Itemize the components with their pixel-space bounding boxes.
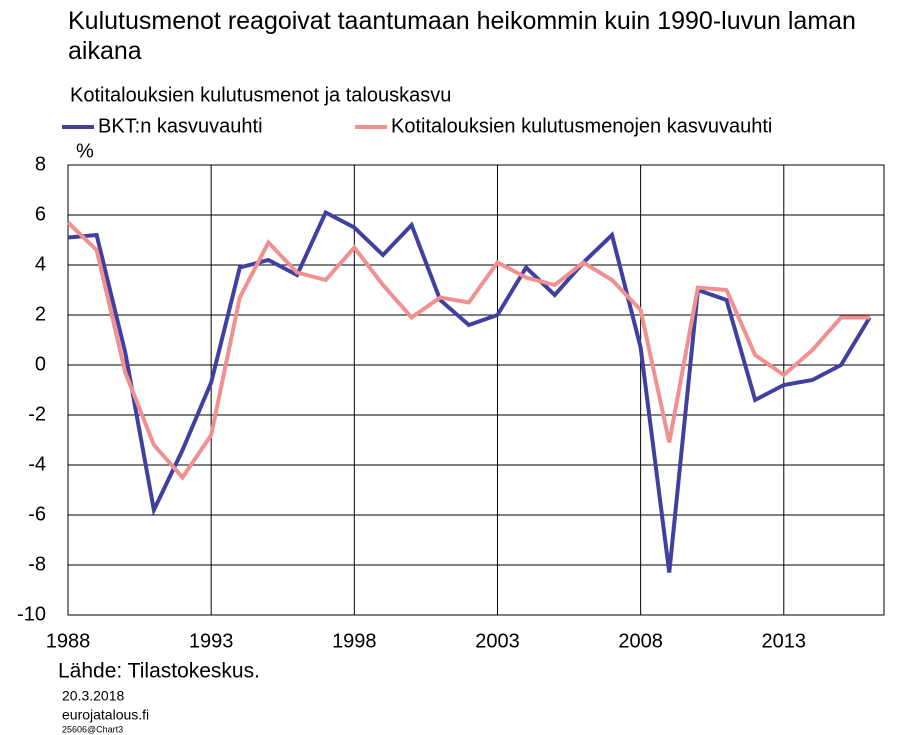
y-tick-label: 8: [35, 153, 46, 175]
series-line: [67, 209, 872, 573]
y-tick-label: -2: [28, 403, 46, 425]
legend-label: Kotitalouksien kulutusmenojen kasvuvauht…: [391, 115, 772, 137]
subtitle: Kotitalouksien kulutusmenot ja talouskas…: [70, 84, 451, 106]
plot-frame: [67, 164, 885, 616]
site: eurojatalous.fi: [62, 707, 149, 723]
y-tick-label: 2: [35, 303, 46, 325]
series-line: [66, 221, 870, 481]
x-tick-label: 1988: [46, 630, 91, 652]
x-tick-label: 1993: [189, 630, 234, 652]
y-axis-label: %: [76, 140, 94, 162]
y-tick-label: -6: [28, 503, 46, 525]
y-tick-label: -10: [17, 603, 46, 625]
x-tick-label: 2008: [618, 630, 663, 652]
y-tick-label: 4: [35, 253, 46, 275]
x-tick-label: 2003: [475, 630, 520, 652]
chart-title: Kulutusmenot reagoivat taantumaan heikom…: [68, 7, 856, 65]
x-tick-label: 2013: [762, 630, 807, 652]
legend-label: BKT:n kasvuvauhti: [98, 115, 263, 137]
x-tick-label: 1998: [332, 630, 377, 652]
chart-id: 25606@Chart3: [62, 724, 123, 734]
y-tick-label: 6: [35, 203, 46, 225]
y-tick-label: 0: [35, 353, 46, 375]
y-tick-label: -8: [28, 553, 46, 575]
source: Lähde: Tilastokeskus.: [58, 660, 260, 683]
y-tick-label: -4: [28, 453, 46, 475]
date: 20.3.2018: [62, 688, 124, 704]
